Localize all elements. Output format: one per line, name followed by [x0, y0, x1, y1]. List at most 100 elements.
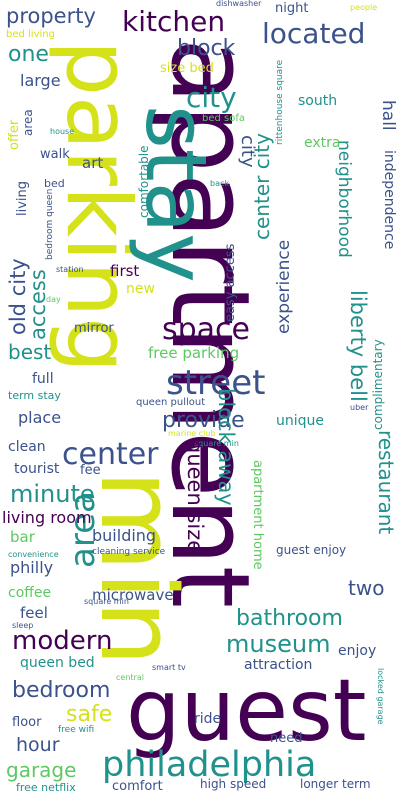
word-longer-term: longer term [300, 777, 371, 791]
word-ride: ride [194, 711, 222, 727]
word-dishwasher: dishwasher [216, 0, 262, 8]
word-garage: garage [6, 758, 77, 782]
word-sleep: sleep [12, 621, 34, 630]
word-unique: unique [276, 413, 325, 429]
word-hall: hall [378, 100, 398, 131]
word-safe: safe [66, 702, 113, 727]
word-living: living [15, 180, 30, 216]
word-coffee: coffee [8, 585, 52, 601]
word-full: full [32, 371, 54, 387]
word-smart-tv: smart tv [152, 663, 186, 672]
word-area-small: area [21, 109, 35, 136]
word-bathroom: bathroom [236, 606, 343, 631]
word-one: one [8, 42, 49, 67]
word-experience: experience [274, 239, 294, 334]
word-night: night [275, 1, 309, 16]
word-attraction: attraction [244, 657, 313, 673]
word-fee: fee [80, 463, 101, 478]
word-kitchen: kitchen [122, 5, 226, 38]
word-cleaning-service: cleaning service [92, 547, 166, 557]
word-apartment-home: apartment home [250, 460, 265, 570]
word-street: street [166, 363, 266, 403]
word-center-city: center city [250, 133, 274, 240]
word-locked-garage: locked garage [376, 668, 385, 725]
word-term-stay: term stay [8, 389, 61, 402]
word-size-bed: size bed [160, 61, 214, 76]
word-large: large [20, 71, 61, 90]
word-station: station [56, 265, 84, 274]
word-hour: hour [16, 734, 60, 756]
word-south: south [298, 93, 338, 109]
word-walk: walk [40, 147, 70, 162]
word-block: block [177, 36, 236, 61]
word-extra: extra [304, 135, 341, 151]
word-restaurant: restaurant [374, 430, 398, 535]
word-art: art [82, 154, 104, 172]
word-enjoy: enjoy [338, 643, 377, 659]
word-feel: feel [20, 604, 48, 622]
word-people: people [350, 3, 378, 12]
word-free-netflix: free netflix [16, 781, 76, 794]
word-guest-enjoy: guest enjoy [276, 543, 347, 557]
word-center: center [62, 437, 159, 472]
word-first: first [110, 262, 140, 280]
word-philadelphia: philadelphia [102, 745, 317, 785]
word-central: central [116, 673, 144, 682]
word-modern: modern [12, 626, 113, 656]
word-mirror: mirror [74, 321, 114, 336]
word-best: best [8, 340, 52, 364]
word-comfortable: comfortable [137, 145, 151, 218]
word-offer: offer [7, 119, 22, 150]
word-queen-bed: queen bed [20, 655, 95, 671]
word-marine-club: marine club [168, 429, 216, 438]
word-microwave: microwave [92, 586, 174, 604]
word-tourist: tourist [14, 461, 60, 477]
word-square-min-2: square min [84, 597, 129, 606]
word-clean: clean [8, 439, 46, 455]
word-easy-access: easy access [223, 243, 238, 322]
word-two: two [348, 576, 385, 600]
word-liberty-bell: liberty bell [346, 290, 370, 402]
word-comfort: comfort [112, 779, 163, 794]
word-convenience: convenience [8, 550, 59, 559]
word-bar: bar [10, 528, 35, 546]
word-provide: provide [162, 408, 245, 433]
word-free-wifi: free wifi [58, 725, 95, 735]
word-bed: bed [44, 177, 65, 190]
word-need: need [270, 731, 303, 746]
word-floor: floor [12, 715, 42, 730]
word-space: space [162, 312, 251, 347]
word-museum: museum [226, 630, 331, 658]
word-bedroom-queen: bedroom queen [45, 188, 55, 260]
word-complimentary: complimentary [371, 339, 385, 430]
word-rittenhouse-square: rittenhouse square [275, 59, 285, 145]
word-minute: minute [10, 480, 95, 508]
word-old-city: old city [6, 258, 30, 335]
word-bed-living: bed living [6, 29, 55, 40]
word-guest: guest [126, 661, 367, 761]
word-queen-pullout: queen pullout [136, 397, 206, 408]
word-back: back [210, 179, 230, 188]
word-living-room: living room [2, 508, 92, 527]
word-free-parking: free parking [148, 344, 240, 362]
word-place: place [18, 408, 62, 427]
word-city: city [186, 81, 237, 114]
word-access: access [26, 269, 50, 340]
word-high-speed: high speed [200, 777, 267, 791]
word-located: located [262, 17, 366, 50]
word-new: new [126, 281, 155, 297]
word-bedroom: bedroom [12, 678, 111, 703]
word-property: property [6, 4, 96, 28]
word-house: house [50, 127, 75, 136]
word-philly: philly [10, 558, 54, 577]
word-independence: independence [381, 150, 397, 250]
word-square-min: square min [194, 439, 239, 448]
word-neighborhood: neighborhood [334, 140, 354, 258]
word-day: day [46, 295, 61, 304]
word-queen-size: queen size [183, 440, 207, 554]
word-block-away: block away [214, 388, 238, 506]
word-building: building [92, 526, 157, 545]
word-uber: uber [350, 403, 369, 412]
word-bed-sofa: bed sofa [202, 113, 246, 124]
